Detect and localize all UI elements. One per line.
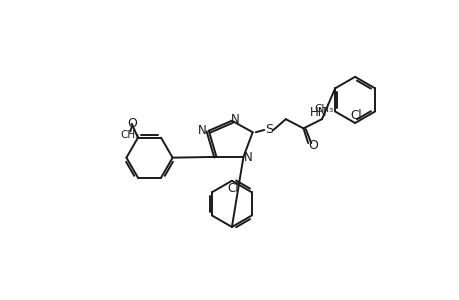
Text: Cl: Cl bbox=[350, 109, 362, 122]
Text: CH₃: CH₃ bbox=[314, 104, 333, 114]
Text: O: O bbox=[307, 139, 317, 152]
Text: Cl: Cl bbox=[227, 182, 239, 195]
Text: N: N bbox=[230, 113, 239, 126]
Text: N: N bbox=[243, 151, 252, 164]
Text: CH₃: CH₃ bbox=[120, 130, 140, 140]
Text: O: O bbox=[127, 117, 136, 130]
Text: HN: HN bbox=[309, 106, 327, 119]
Text: S: S bbox=[264, 123, 272, 136]
Text: N: N bbox=[198, 124, 207, 137]
